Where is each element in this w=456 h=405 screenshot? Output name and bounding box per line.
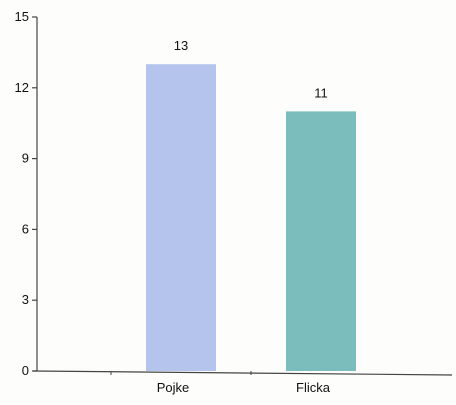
data-label-flicka: 11 [314,85,328,100]
y-tick-label: 12 [15,80,29,95]
y-tick-label: 0 [22,363,29,378]
bar-flicka [286,111,356,372]
bars-layer [146,64,356,372]
axis-layer [32,16,453,376]
y-tick-label: 15 [15,9,29,24]
data-label-pojke: 13 [174,38,188,53]
y-tick-label: 9 [22,151,29,166]
labels-layer: 13 Pojke 11 Flicka 0 3 6 9 12 15 [15,9,331,395]
y-tick-label: 6 [22,221,29,236]
bar-pojke [146,64,216,371]
x-tick-label-pojke: Pojke [157,380,190,395]
x-axis-line [32,370,453,376]
x-tick-label-flicka: Flicka [296,380,331,395]
y-tick-label: 3 [22,292,29,307]
